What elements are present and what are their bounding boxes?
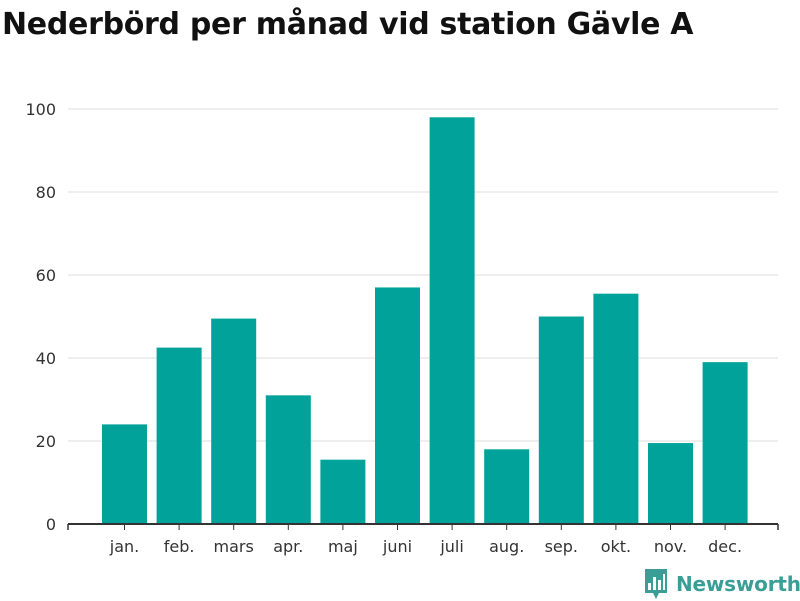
bar-mars (211, 318, 257, 524)
y-tick-label: 40 (36, 349, 56, 368)
bar-aug (484, 449, 530, 524)
bars (102, 117, 748, 525)
x-tick-label: aug. (489, 537, 524, 556)
y-tick-label: 20 (36, 432, 56, 451)
bar-okt (593, 293, 639, 524)
x-tick-label: okt. (601, 537, 631, 556)
chart-title: Nederbörd per månad vid station Gävle A (2, 7, 694, 42)
x-tick-label: sep. (545, 537, 578, 556)
x-tick-label: jan. (109, 537, 139, 556)
x-tick-label: apr. (273, 537, 303, 556)
bar-apr (265, 395, 311, 524)
x-tick-label: maj (328, 537, 358, 556)
bar-juli (429, 117, 475, 525)
y-tick-label: 60 (36, 266, 56, 285)
bar-jan (102, 424, 147, 524)
brand-name: Newsworthy (676, 572, 800, 596)
x-tick-label: nov. (654, 537, 687, 556)
axes (67, 523, 779, 530)
y-tick-label: 0 (46, 515, 56, 534)
bar-dec (702, 362, 748, 524)
x-tick-label: juni (382, 537, 412, 556)
bar-sep (538, 316, 584, 524)
x-tick-label: juli (439, 537, 463, 556)
y-tick-label: 80 (36, 183, 56, 202)
bar-maj (320, 459, 366, 524)
x-tick-label: mars (214, 537, 254, 556)
bar-juni (375, 287, 420, 524)
bar-feb (156, 347, 202, 524)
bar-nov (648, 443, 693, 524)
brand-logo: Newsworthy (643, 567, 800, 601)
x-tick-label: dec. (708, 537, 742, 556)
y-tick-label: 100 (25, 100, 56, 119)
tick-labels: 0 20 40 60 80 100 jan. feb. mars apr. maj juni juli a… (25, 100, 742, 556)
newsworthy-chart-icon (645, 569, 667, 599)
x-tick-label: feb. (164, 537, 195, 556)
